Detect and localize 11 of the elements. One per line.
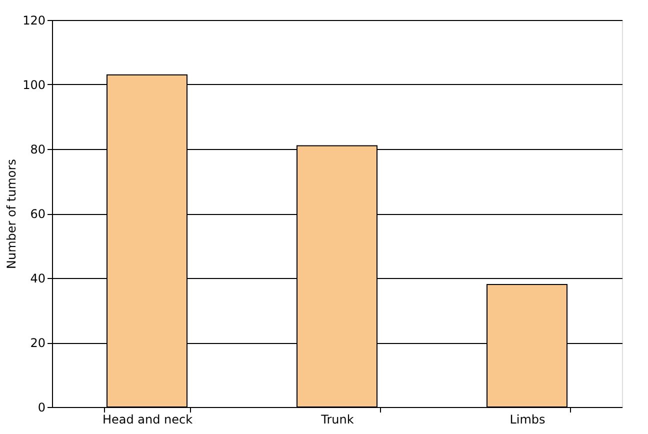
x-tick-label: Trunk: [320, 412, 354, 426]
y-tick-label: 0: [38, 400, 46, 414]
y-tick-label: 120: [22, 14, 46, 28]
y-tick-label: 60: [30, 207, 46, 221]
y-tick-label: 20: [30, 336, 46, 350]
y-tick-label: 100: [22, 78, 46, 92]
x-tick-label: Head and neck: [102, 412, 193, 426]
y-tick-label: 80: [30, 142, 46, 156]
x-tick-label: Limbs: [510, 412, 546, 426]
y-axis-title: Number of tumors: [4, 159, 19, 269]
y-tick-label: 40: [30, 272, 46, 286]
